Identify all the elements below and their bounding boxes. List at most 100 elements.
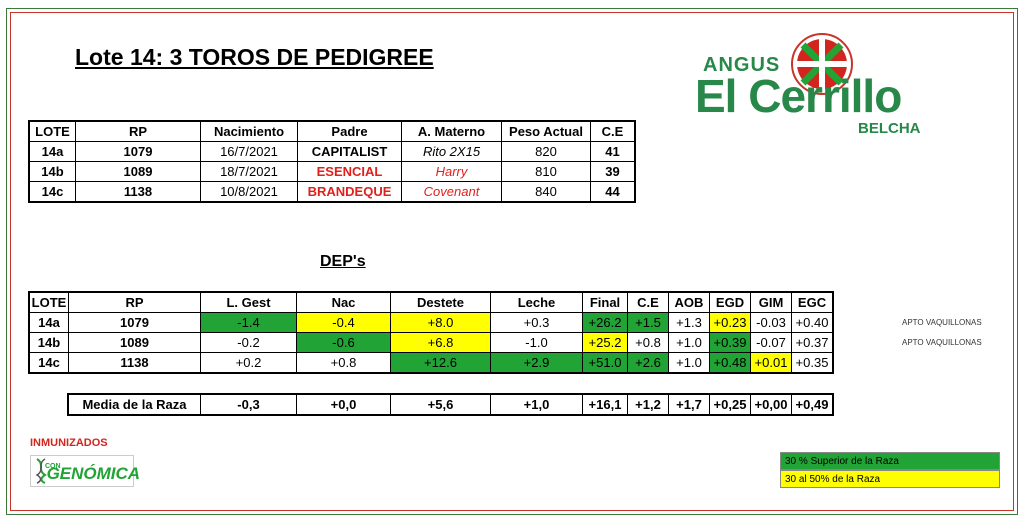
cell-final: +25.2 (582, 332, 628, 353)
cell-media-egd: +0,25 (709, 393, 751, 416)
cell-ce: 41 (590, 141, 636, 162)
table-header-row: LOTE RP Nacimiento Padre A. Materno Peso… (28, 120, 636, 142)
logo-sub-text: BELCHA (858, 120, 921, 137)
cell-lote: 14b (28, 332, 69, 353)
cell-materno: Covenant (401, 181, 502, 203)
cell-gim: +0.01 (750, 352, 792, 374)
cell-egd: +0.39 (709, 332, 751, 353)
row-note: APTO VAQUILLONAS (902, 338, 982, 347)
genomica-logo: CON GENÓMICA (30, 455, 140, 487)
header-lote: LOTE (28, 120, 76, 142)
cell-rp: 1079 (68, 312, 201, 333)
cell-ce: +0.8 (627, 332, 669, 353)
cell-lote: 14b (28, 161, 76, 182)
table-row: 14a 1079 16/7/2021 CAPITALIST Rito 2X15 … (28, 141, 636, 162)
header-destete: Destete (390, 291, 491, 313)
cell-gim: -0.07 (750, 332, 792, 353)
header-rp: RP (68, 291, 201, 313)
cell-nac: -0.4 (296, 312, 391, 333)
cell-l-gest: +0.2 (200, 352, 297, 374)
cell-media-gim: +0,00 (750, 393, 792, 416)
cell-egc: +0.40 (791, 312, 834, 333)
cell-final: +51.0 (582, 352, 628, 374)
cell-media-leche: +1,0 (490, 393, 583, 416)
cell-peso: 840 (501, 181, 591, 203)
header-leche: Leche (490, 291, 583, 313)
cell-gim: -0.03 (750, 312, 792, 333)
cell-leche: +0.3 (490, 312, 583, 333)
table-row: 14c 1138 10/8/2021 BRANDEQUE Covenant 84… (28, 181, 636, 203)
cell-media-aob: +1,7 (668, 393, 710, 416)
cell-destete: +12.6 (390, 352, 491, 374)
cell-rp: 1138 (68, 352, 201, 374)
breed-average-table: Media de la Raza -0,3 +0,0 +5,6 +1,0 +16… (67, 393, 834, 416)
logo-main-text: El Cerrillo (695, 70, 902, 122)
cell-aob: +1.0 (668, 352, 710, 374)
cell-rp: 1089 (75, 161, 201, 182)
cell-media-l-gest: -0,3 (200, 393, 297, 416)
cell-egd: +0.48 (709, 352, 751, 374)
table-row: Media de la Raza -0,3 +0,0 +5,6 +1,0 +16… (67, 393, 834, 416)
cell-lote: 14c (28, 181, 76, 203)
cell-media-egc: +0,49 (791, 393, 834, 416)
header-rp: RP (75, 120, 201, 142)
outer-border (6, 8, 1018, 515)
cell-media-label: Media de la Raza (67, 393, 201, 416)
header-peso-actual: Peso Actual (501, 120, 591, 142)
cell-padre: BRANDEQUE (297, 181, 402, 203)
cell-nac: +0.8 (296, 352, 391, 374)
table-row: 14b 1089 18/7/2021 ESENCIAL Harry 810 39 (28, 161, 636, 182)
dep-table: LOTE RP L. Gest Nac Destete Leche Final … (28, 291, 834, 374)
header-egc: EGC (791, 291, 834, 313)
deps-title: DEP's (320, 253, 366, 270)
header-l-gest: L. Gest (200, 291, 297, 313)
genomica-name: GENÓMICA (46, 464, 141, 483)
cell-nac: -0.6 (296, 332, 391, 353)
genomica-con: CON (45, 462, 61, 470)
cell-nacimiento: 10/8/2021 (200, 181, 298, 203)
cell-media-destete: +5,6 (390, 393, 491, 416)
logo-angus-text: ANGUS (703, 54, 781, 76)
cell-peso: 820 (501, 141, 591, 162)
basque-flag-seal-icon (791, 33, 853, 95)
header-nac: Nac (296, 291, 391, 313)
table-header-row: LOTE RP L. Gest Nac Destete Leche Final … (28, 291, 834, 313)
cell-destete: +6.8 (390, 332, 491, 353)
cell-final: +26.2 (582, 312, 628, 333)
cell-leche: +2.9 (490, 352, 583, 374)
table-row: 14b 1089 -0.2 -0.6 +6.8 -1.0 +25.2 +0.8 … (28, 332, 834, 353)
cell-media-ce: +1,2 (627, 393, 669, 416)
cell-l-gest: -1.4 (200, 312, 297, 333)
cell-lote: 14a (28, 312, 69, 333)
legend-green: 30 % Superior de la Raza (780, 452, 1000, 470)
cell-ce: +1.5 (627, 312, 669, 333)
header-ce: C.E (627, 291, 669, 313)
cell-media-nac: +0,0 (296, 393, 391, 416)
cell-aob: +1.0 (668, 332, 710, 353)
cell-ce: 44 (590, 181, 636, 203)
cell-ce: 39 (590, 161, 636, 182)
inmunizados-label: INMUNIZADOS (30, 437, 108, 449)
cell-padre: ESENCIAL (297, 161, 402, 182)
cell-nacimiento: 16/7/2021 (200, 141, 298, 162)
header-egd: EGD (709, 291, 751, 313)
cell-padre: CAPITALIST (297, 141, 402, 162)
header-nacimiento: Nacimiento (200, 120, 298, 142)
page-title: Lote 14: 3 TOROS DE PEDIGREE (75, 44, 434, 70)
cell-rp: 1089 (68, 332, 201, 353)
cell-materno: Rito 2X15 (401, 141, 502, 162)
header-gim: GIM (750, 291, 792, 313)
table-row: 14c 1138 +0.2 +0.8 +12.6 +2.9 +51.0 +2.6… (28, 352, 834, 374)
cell-lote: 14c (28, 352, 69, 374)
table-row: 14a 1079 -1.4 -0.4 +8.0 +0.3 +26.2 +1.5 … (28, 312, 834, 333)
cell-lote: 14a (28, 141, 76, 162)
legend-yellow: 30 al 50% de la Raza (780, 470, 1000, 488)
cell-ce: +2.6 (627, 352, 669, 374)
header-aob: AOB (668, 291, 710, 313)
cell-l-gest: -0.2 (200, 332, 297, 353)
el-cerrillo-logo: ANGUS El Cerrillo BELCHA (695, 28, 945, 140)
header-a-materno: A. Materno (401, 120, 502, 142)
cell-peso: 810 (501, 161, 591, 182)
inner-border (10, 12, 1014, 511)
